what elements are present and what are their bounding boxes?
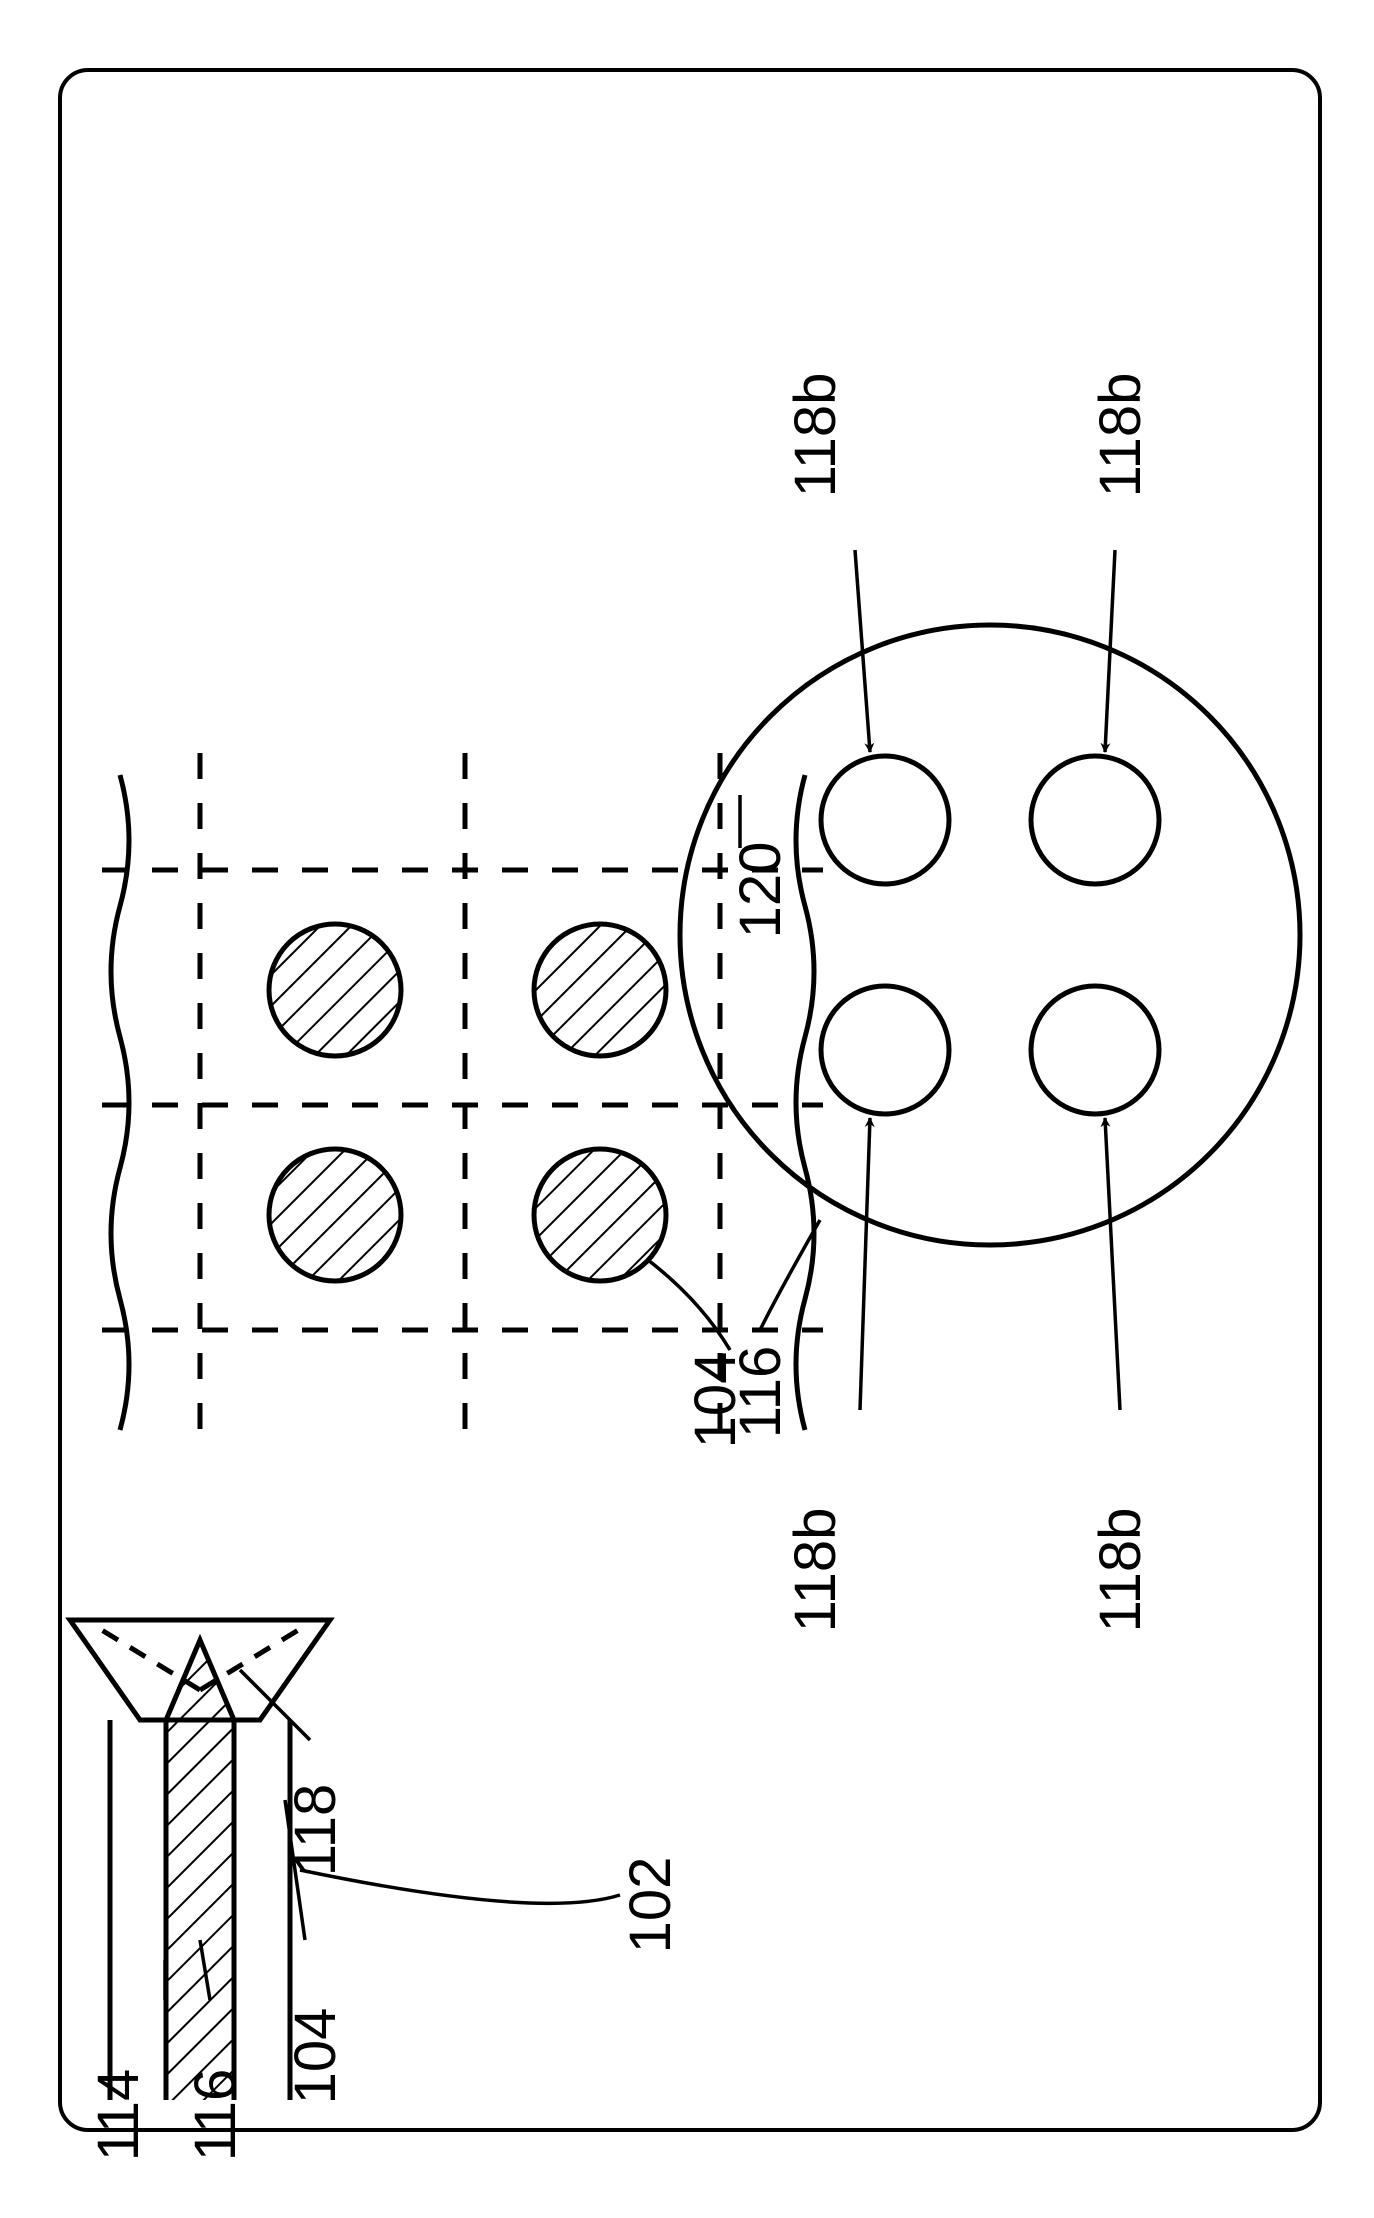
label-text-104top: 104 xyxy=(283,2008,348,2105)
deposit-dot-3 xyxy=(534,1149,666,1281)
label-118b_tl: 118b xyxy=(783,1508,848,1633)
label-102: 102 xyxy=(618,1857,683,1954)
label-text-118: 118 xyxy=(283,1784,348,1876)
nozzle-hole-2 xyxy=(821,756,949,884)
deposit-dot-0 xyxy=(269,924,401,1056)
arrow-118b_tr xyxy=(1105,1118,1120,1410)
label-120: 120 xyxy=(728,842,793,939)
label-text-104plan: 104 xyxy=(683,1352,748,1449)
arrow-118b_tl xyxy=(860,1118,870,1410)
label-118b_bl: 118b xyxy=(783,373,848,498)
label-text-118b_tr: 118b xyxy=(1088,1508,1153,1633)
deposit-dot-2 xyxy=(269,1149,401,1281)
label-text-102: 102 xyxy=(618,1857,683,1954)
label-104top: 104 xyxy=(283,2008,348,2105)
label-118: 118 xyxy=(283,1784,348,1876)
leader-102 xyxy=(300,1870,620,1903)
tick-118 xyxy=(240,1670,310,1740)
label-text-118b_bl: 118b xyxy=(783,373,848,498)
label-118b_br: 118b xyxy=(1088,373,1153,498)
figure-page: 102114116104118116120104118b118b118b118b xyxy=(0,0,1374,2218)
label-text-118b_br: 118b xyxy=(1088,373,1153,498)
label-118b_tr: 118b xyxy=(1088,1508,1153,1633)
nozzle-hole-3 xyxy=(1031,756,1159,884)
inner-tube-hatch xyxy=(116,1630,284,2110)
label-text-116top: 116 xyxy=(183,2069,248,2161)
label-text-114: 114 xyxy=(86,2069,151,2161)
nozzle-hole-0 xyxy=(821,986,949,1114)
nozzle-hole-1 xyxy=(1031,986,1159,1114)
label-104plan: 104 xyxy=(683,1352,748,1449)
label-114: 114 xyxy=(86,2069,151,2161)
deposit-dot-1 xyxy=(534,924,666,1056)
patent-figure-svg: 102114116104118116120104118b118b118b118b xyxy=(0,0,1374,2218)
label-text-120: 120 xyxy=(728,842,793,939)
label-text-118b_tl: 118b xyxy=(783,1508,848,1633)
label-116top: 116 xyxy=(183,2069,248,2161)
